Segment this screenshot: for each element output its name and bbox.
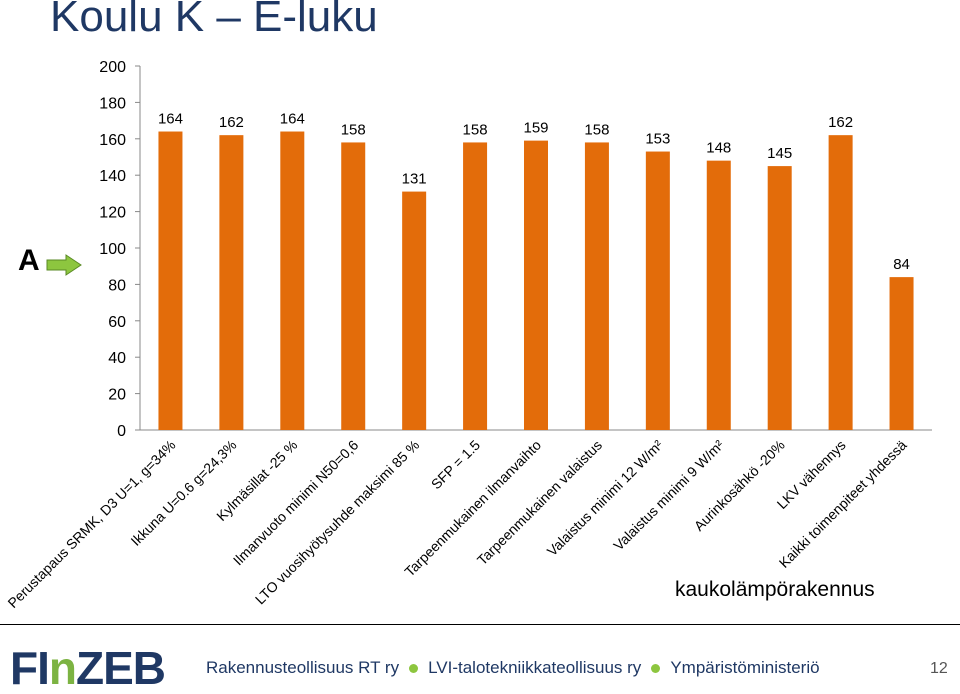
y-tick-label: 100 [99,241,126,258]
y-tick-label: 80 [108,277,126,294]
slide-title: Koulu K – E-luku [50,0,378,41]
y-tick-label: 160 [99,132,126,149]
category-label: Valaistus minimi 12 W/m² [544,437,666,559]
bar [463,142,488,430]
category-label: Ilmanvuoto minimi N50=0,6 [230,437,362,569]
y-tick-label: 180 [99,95,126,112]
data-label: 164 [280,111,305,128]
green-arrow-icon [46,254,82,276]
e-value-bar-chart: 020406080100120140160180200164Perustapau… [4,59,932,611]
footer-org-ministry: Ympäristöministeriö [670,658,820,677]
logo-part-n: n [48,642,77,694]
y-tick-label: 120 [99,205,126,222]
bullet-dot-icon [409,663,419,673]
building-type-note: kaukolämpörakennus [675,578,875,601]
data-label: 162 [828,114,853,131]
category-label: SFP = 1.5 [428,437,484,493]
bar [584,142,609,430]
y-tick-label: 40 [108,350,126,367]
y-tick-label: 140 [99,168,126,185]
data-label: 164 [158,111,183,128]
footer-org-rt: Rakennusteollisuus RT ry [206,658,400,677]
data-label: 158 [584,121,609,138]
page-number: 12 [930,660,948,677]
logo-part-zeb: ZEB [76,642,166,694]
data-label: 148 [706,140,731,157]
data-label: 158 [341,121,366,138]
bullet-dot-icon [651,663,661,673]
data-label: 145 [767,145,792,162]
data-label: 162 [219,114,244,131]
bar [280,131,305,430]
category-label: Tarpeenmukainen valaistus [474,437,605,568]
data-label: 158 [463,121,488,138]
footer-organizations: Rakennusteollisuus RT ry LVI-talotekniik… [206,658,820,678]
category-label: Kaikki toimenpiteet yhdessä [776,437,910,571]
data-label: 131 [402,171,427,188]
data-label: 159 [523,120,548,137]
y-tick-label: 60 [108,314,126,331]
bar [889,277,914,430]
bar [767,166,792,430]
bar [706,160,731,430]
y-tick-label: 20 [108,387,126,404]
bar [158,131,183,430]
data-label: 84 [893,256,910,273]
category-label: Valaistus minimi 9 W/m² [610,437,727,554]
a-class-marker: A [18,244,40,277]
bar [341,142,366,430]
y-tick-label: 200 [99,59,126,76]
data-label: 153 [645,131,670,148]
footer-divider [0,624,960,625]
bar [524,140,548,430]
bar [402,191,427,430]
footer-org-lvi: LVI-talotekniikkateollisuus ry [428,658,642,677]
bar [219,135,244,430]
y-tick-label: 0 [117,423,126,440]
logo-part-fi: FI [10,642,50,694]
bar [828,135,853,430]
bar [645,151,670,431]
finzeb-logo: FInZEB [10,642,166,694]
category-label: Ikkuna U=0.6 g=24,3% [127,437,239,549]
